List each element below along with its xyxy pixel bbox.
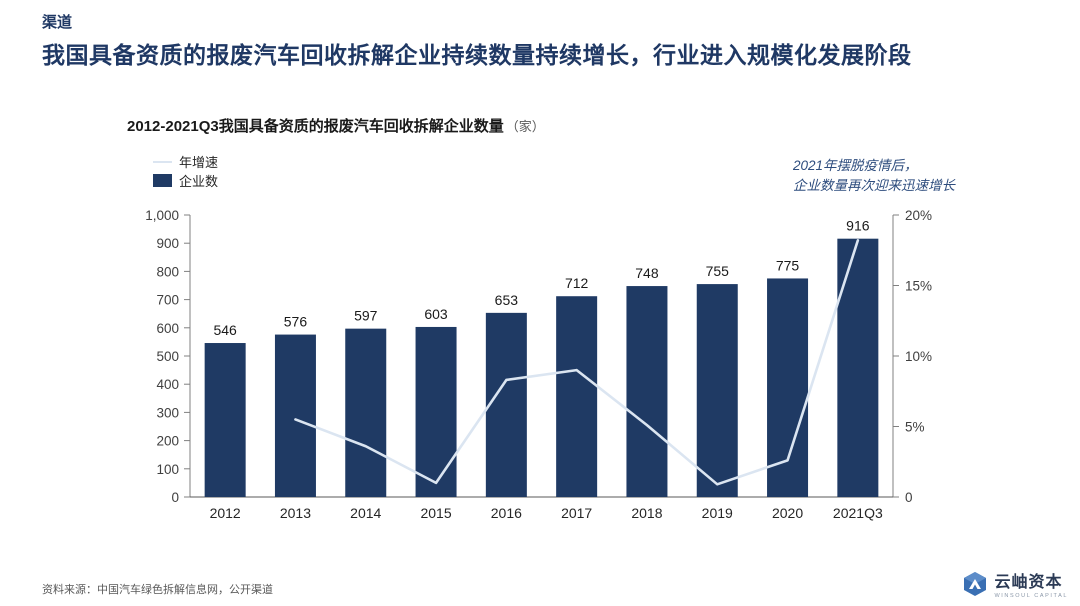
section-kicker: 渠道	[42, 14, 73, 31]
bar-2019	[696, 284, 738, 497]
x-axis-label: 2015	[420, 505, 451, 521]
bar-value-label: 775	[776, 257, 800, 273]
x-axis-label: 2014	[350, 505, 381, 521]
right-axis-tick-label: 0	[905, 490, 913, 505]
chart-annotation: 2021年摆脱疫情后， 企业数量再次迎来迅速增长	[793, 156, 955, 195]
bar-value-label: 546	[213, 322, 237, 338]
x-axis-label: 2021Q3	[833, 505, 883, 521]
chart-legend: 年增速 企业数	[153, 152, 218, 190]
logo-text: 云岫资本 WINSOUL CAPITAL	[994, 568, 1068, 599]
annotation-line2: 企业数量再次迎来迅速增长	[793, 177, 955, 193]
bar-value-label: 755	[706, 263, 730, 279]
bar-2013	[274, 334, 316, 497]
bar-value-label: 653	[495, 292, 519, 308]
x-axis-label: 2020	[772, 505, 803, 521]
growth-rate-line	[294, 239, 860, 486]
bar-2016	[485, 312, 527, 497]
chart-title: 2012-2021Q3我国具备资质的报废汽车回收拆解企业数量 （家）	[127, 115, 545, 136]
logo-name-zh: 云岫资本	[994, 574, 1063, 591]
annotation-line1: 2021年摆脱疫情后，	[793, 158, 918, 173]
left-axis-tick-label: 400	[156, 377, 179, 392]
left-axis-tick-label: 300	[156, 405, 179, 420]
left-axis-tick-label: 800	[156, 264, 179, 279]
right-axis-tick-label: 20%	[905, 208, 932, 223]
bar-value-label: 597	[354, 308, 378, 324]
bar-value-label: 916	[846, 218, 870, 234]
bar-2021Q3	[837, 238, 879, 498]
chart-title-text: 2012-2021Q3我国具备资质的报废汽车回收拆解企业数量	[127, 118, 504, 135]
bar-series-swatch-icon	[153, 174, 172, 187]
right-axis-tick-label: 5%	[905, 420, 925, 435]
left-axis-tick-label: 600	[156, 321, 179, 336]
x-axis-label: 2012	[210, 505, 241, 521]
bar-value-label: 712	[565, 275, 589, 291]
data-source-note: 资料来源：中国汽车绿色拆解信息网，公开渠道	[42, 584, 273, 596]
bar-2014	[345, 328, 387, 497]
page-title: 我国具备资质的报废汽车回收拆解企业持续数量持续增长，行业进入规模化发展阶段	[42, 42, 912, 68]
left-axis-tick-label: 200	[156, 434, 179, 449]
legend-item-growth: 年增速	[153, 152, 218, 171]
bar-2018	[626, 286, 668, 497]
legend-item-enterprises: 企业数	[153, 171, 218, 190]
chart-title-unit: （家）	[505, 119, 545, 134]
left-axis-tick-label: 100	[156, 462, 179, 477]
x-axis-label: 2016	[491, 505, 522, 521]
right-axis-tick-label: 10%	[905, 349, 932, 364]
company-logo: 云岫资本 WINSOUL CAPITAL	[962, 568, 1068, 599]
left-axis-tick-label: 700	[156, 293, 179, 308]
left-axis-tick-label: 0	[171, 490, 179, 505]
bar-value-label: 748	[635, 265, 659, 281]
bar-2017	[556, 296, 598, 497]
bar-value-label: 603	[424, 306, 448, 322]
x-axis-label: 2013	[280, 505, 311, 521]
left-axis-tick-label: 1,000	[145, 208, 179, 223]
bar-2012	[204, 343, 246, 497]
left-axis-tick-label: 500	[156, 349, 179, 364]
x-axis-label: 2019	[702, 505, 733, 521]
right-axis-tick-label: 15%	[905, 279, 932, 294]
x-axis-label: 2018	[631, 505, 662, 521]
legend-label-growth: 年增速	[179, 155, 219, 170]
line-series-swatch-icon	[153, 160, 172, 163]
x-axis-label: 2017	[561, 505, 592, 521]
legend-label-enterprises: 企业数	[179, 174, 219, 189]
bar-2015	[415, 326, 457, 497]
bar-value-label: 576	[284, 314, 308, 330]
logo-cube-icon	[964, 571, 987, 596]
logo-name-en: WINSOUL CAPITAL	[994, 593, 1068, 599]
left-axis-tick-label: 900	[156, 236, 179, 251]
